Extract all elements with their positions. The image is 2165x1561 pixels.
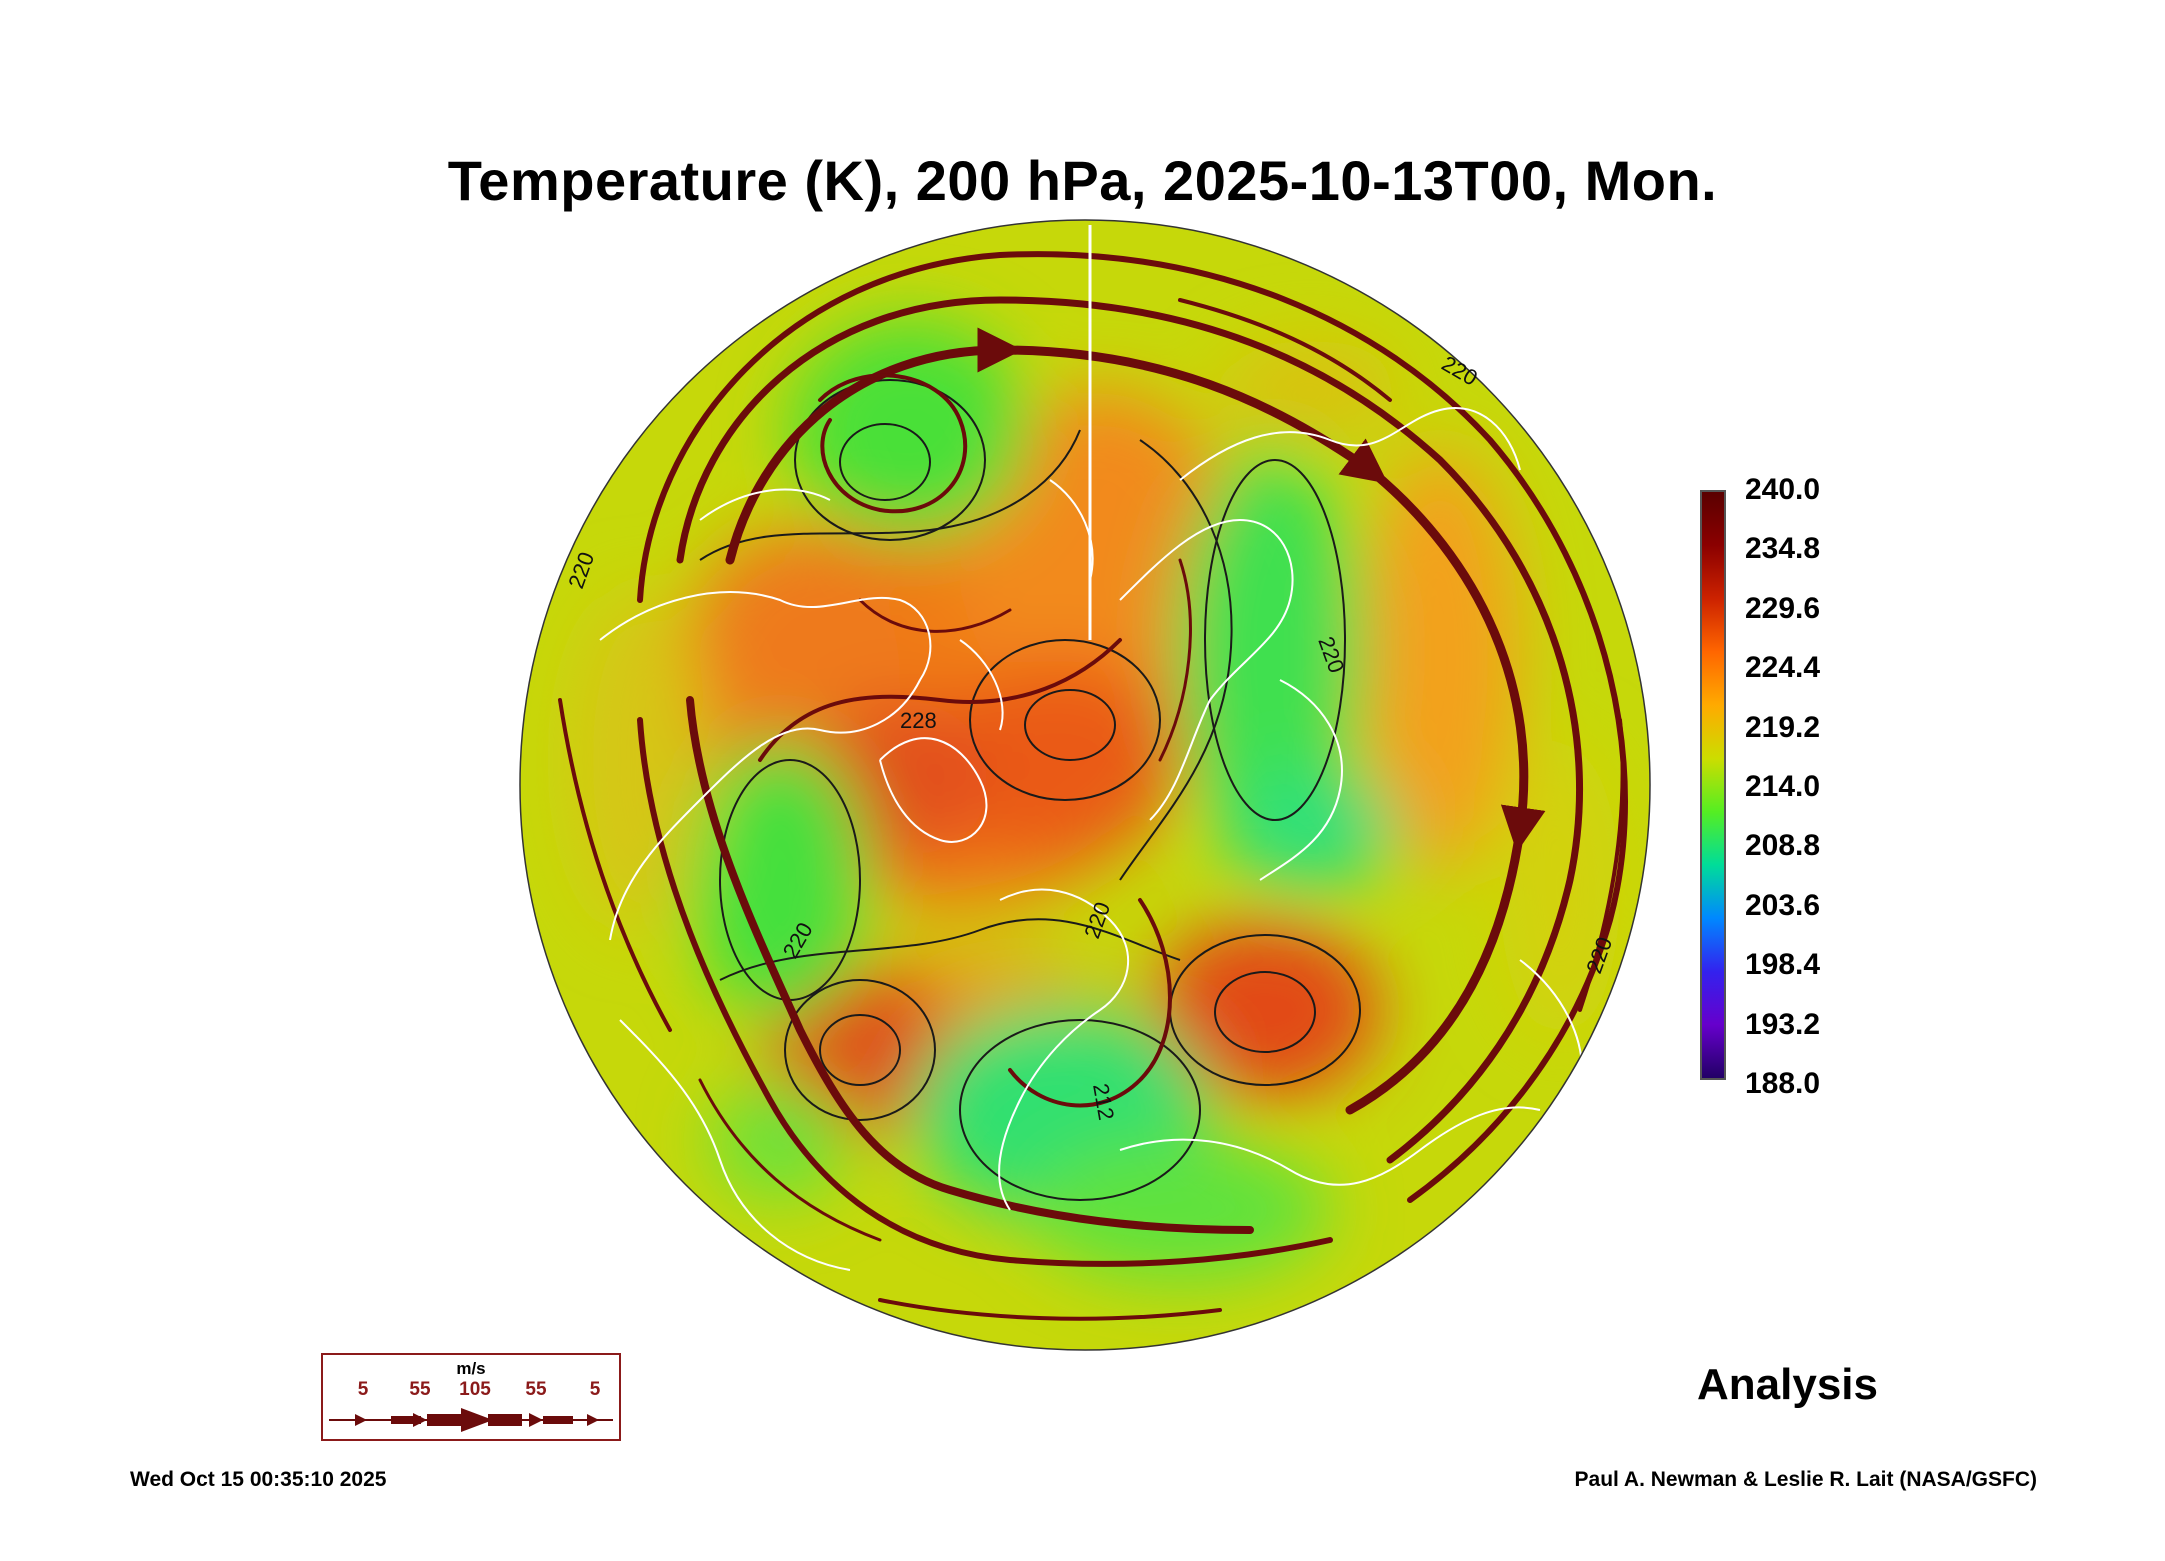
colorbar-tick-label: 193.2 (1745, 1007, 1821, 1041)
colorbar-tick-label: 219.2 (1745, 710, 1821, 744)
colorbar-tick-label: 234.8 (1745, 532, 1821, 566)
colorbar-tick-label: 214.0 (1745, 769, 1821, 803)
colorbar-tick-label: 188.0 (1745, 1066, 1821, 1100)
map-title: Temperature (K), 200 hPa, 2025-10-13T00,… (447, 149, 1718, 212)
wind-streamlines (558, 251, 1628, 1321)
colorbar (1700, 490, 1726, 1080)
wind-speed-label: 5 (357, 1379, 369, 1400)
colorbar-tick-label: 198.4 (1745, 948, 1821, 982)
timestamp: Wed Oct 15 00:35:10 2025 (130, 1468, 387, 1491)
colorbar-tick-label: 208.8 (1745, 829, 1821, 863)
colorbar-tick-label: 229.6 (1745, 591, 1821, 625)
globe-outline (519, 219, 1651, 1351)
wind-unit-label: m/s (456, 1359, 486, 1378)
colorbar-tick-label: 224.4 (1745, 651, 1821, 685)
coastlines (599, 407, 1583, 1271)
wind-speed-label: 105 (459, 1379, 491, 1400)
colorbar-tick-label: 203.6 (1745, 888, 1821, 922)
wind-speed-legend: m/s 5 55 105 55 5 (321, 1353, 621, 1441)
colorbar-ticks: 240.0 234.8 229.6 224.4 219.2 214.0 208.8 203.6… (1745, 472, 1885, 1102)
wind-speed-label: 5 (589, 1379, 601, 1400)
wind-speed-label: 55 (409, 1379, 431, 1400)
wind-arrow-icon (329, 1408, 613, 1432)
analysis-label: Analysis (1697, 1360, 1878, 1409)
credit-label: Paul A. Newman & Leslie R. Lait (NASA/GS… (1574, 1468, 2037, 1491)
colorbar-tick-label: 240.0 (1745, 473, 1821, 506)
contour-label: 228 (900, 708, 937, 733)
globe-disc (520, 220, 1650, 1350)
wind-speed-label: 55 (525, 1379, 547, 1400)
